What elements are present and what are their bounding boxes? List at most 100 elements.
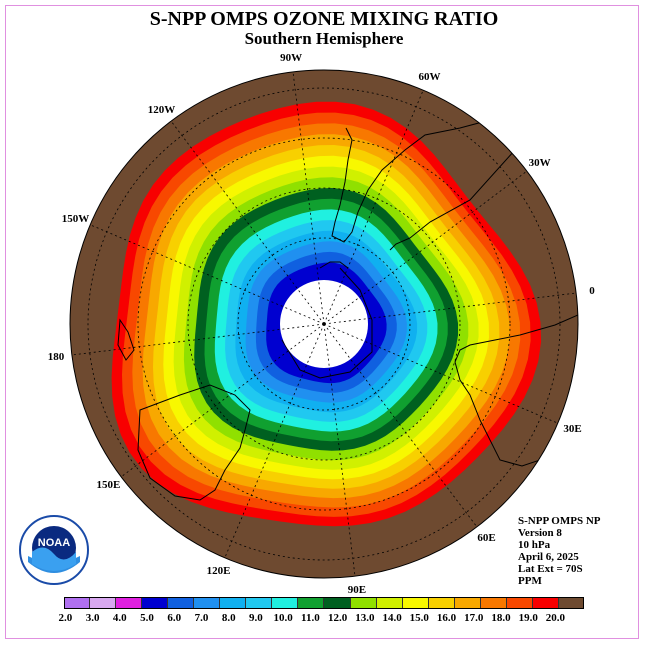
cap-meridian-2	[323, 297, 360, 325]
colorbar-tick-label: 3.0	[85, 612, 100, 624]
coastlines	[117, 119, 578, 501]
new-zealand-coast	[117, 318, 135, 361]
longitude-label-120w: 120W	[147, 104, 176, 116]
colorbar-tick-label: 2.0	[58, 612, 73, 624]
meridian-5	[323, 323, 478, 528]
info-units: PPM	[518, 575, 542, 587]
info-instrument: S-NPP OMPS NP	[518, 515, 601, 527]
colorbar-swatch	[558, 597, 584, 609]
longitude-label-150w: 150W	[61, 213, 90, 226]
colorbar-swatch	[168, 597, 195, 609]
cap-meridian-5	[323, 323, 351, 360]
colorbar-swatch	[298, 597, 325, 609]
longitude-label-60w: 60W	[418, 71, 441, 84]
colorbar-swatch	[454, 597, 481, 609]
australia-coast	[137, 384, 251, 501]
cap-meridian-0	[318, 280, 325, 325]
map-title: S-NPP OMPS OZONE MIXING RATIO	[149, 8, 499, 30]
colorbar-swatch	[246, 597, 273, 609]
meridian-9	[71, 323, 325, 356]
longitude-label-180: 180	[47, 350, 65, 363]
colorbar-tick-label: 18.0	[491, 612, 511, 624]
latitude-circle-0	[87, 87, 561, 561]
info-date: April 6, 2025	[518, 551, 579, 563]
colorbar-swatch	[350, 597, 377, 609]
noaa-logo: NOAA	[18, 514, 90, 586]
meridian-6	[323, 323, 356, 577]
meridian-10	[90, 224, 325, 325]
cap-meridian-1	[323, 283, 342, 325]
latitude-circle-1	[137, 137, 511, 511]
meridian-4	[323, 323, 558, 424]
antarctica-coast	[281, 267, 373, 379]
meridian-0	[292, 71, 325, 325]
colorbar-tick-label: 9.0	[249, 612, 263, 624]
longitude-label-30e: 30E	[563, 422, 582, 435]
cap-meridian-11	[297, 288, 325, 325]
south-america-coast	[331, 119, 516, 251]
meridian-7	[224, 323, 325, 558]
latitude-circle-3	[237, 237, 411, 411]
colorbar-tick-label: 10.0	[273, 612, 293, 624]
longitude-label-90e: 90E	[347, 584, 367, 596]
ozone-contour-bands	[70, 70, 578, 578]
colorbar-swatch	[90, 597, 117, 609]
colorbar-ticks: 2.0 3.0 4.0 5.0 6.0 7.0 8.0 9.0 10.0 11.0 12.0 13.0…	[58, 612, 584, 626]
cap-meridian-9	[280, 323, 325, 330]
cap-meridian-4	[323, 323, 365, 342]
latitude-circle-2	[187, 187, 461, 461]
meridian-1	[323, 90, 424, 325]
cap-meridian-6	[323, 323, 330, 368]
longitude-label-30w: 30W	[528, 156, 551, 169]
meridian-11	[170, 120, 325, 325]
meridian-2	[323, 170, 528, 325]
info-block: S-NPP OMPS NP Version 8 10 hPa April 6, …	[518, 515, 601, 587]
colorbar-swatch	[480, 597, 507, 609]
colorbar-tick-label: 13.0	[355, 612, 375, 624]
meridian-3	[323, 292, 577, 325]
colorbar-tick-label: 4.0	[112, 612, 127, 624]
colorbar-tick-label: 16.0	[436, 612, 457, 624]
graticule	[71, 71, 577, 577]
longitude-label-0: 0	[589, 285, 595, 298]
colorbar-tick-label: 17.0	[464, 612, 484, 624]
antarctica-peninsula-coast	[319, 261, 349, 269]
colorbar-tick-label: 15.0	[409, 612, 429, 624]
colorbar-swatch	[142, 597, 169, 609]
colorbar-tick-label: 6.0	[167, 612, 182, 624]
africa-coast	[454, 314, 578, 467]
colorbar-tick-label: 20.0	[545, 612, 566, 624]
longitude-label-150e: 150E	[96, 479, 121, 492]
colorbar-tick-label: 7.0	[194, 612, 209, 624]
colorbar-tick-label: 11.0	[301, 612, 320, 624]
colorbar-tick-label: 14.0	[382, 612, 402, 624]
longitude-label-90w: 90W	[280, 52, 303, 64]
longitude-label-120e: 120E	[206, 564, 231, 577]
map-subtitle: Southern Hemisphere	[244, 29, 404, 48]
colorbar-swatch	[220, 597, 247, 609]
colorbar-swatch	[532, 597, 559, 609]
meridian-8	[120, 323, 325, 478]
colorbar-swatch	[324, 597, 351, 609]
cap-meridian-3	[323, 318, 368, 325]
south-pole-marker	[322, 322, 326, 326]
svg-text:NOAA: NOAA	[38, 537, 70, 549]
colorbar-tick-label: 5.0	[140, 612, 154, 624]
figure-frame	[5, 5, 639, 639]
cap-meridian-7	[306, 323, 325, 365]
colorbar-tick-label: 8.0	[221, 612, 236, 624]
colorbar-swatch	[116, 597, 143, 609]
colorbar-swatch	[402, 597, 429, 609]
noaa-logo-icon: NOAA	[19, 515, 89, 585]
cap-meridian-8	[288, 323, 325, 351]
colorbar-swatch	[194, 597, 221, 609]
map-boundary	[69, 69, 579, 579]
colorbar-swatch	[272, 597, 299, 609]
cap-meridian-10	[283, 306, 325, 325]
colorbar-tick-label: 19.0	[518, 612, 538, 624]
colorbar-swatch	[428, 597, 455, 609]
colorbar-swatch	[506, 597, 533, 609]
info-lat-extent: Lat Ext = 70S	[518, 563, 583, 575]
colorbar-tick-label: 12.0	[327, 612, 348, 624]
